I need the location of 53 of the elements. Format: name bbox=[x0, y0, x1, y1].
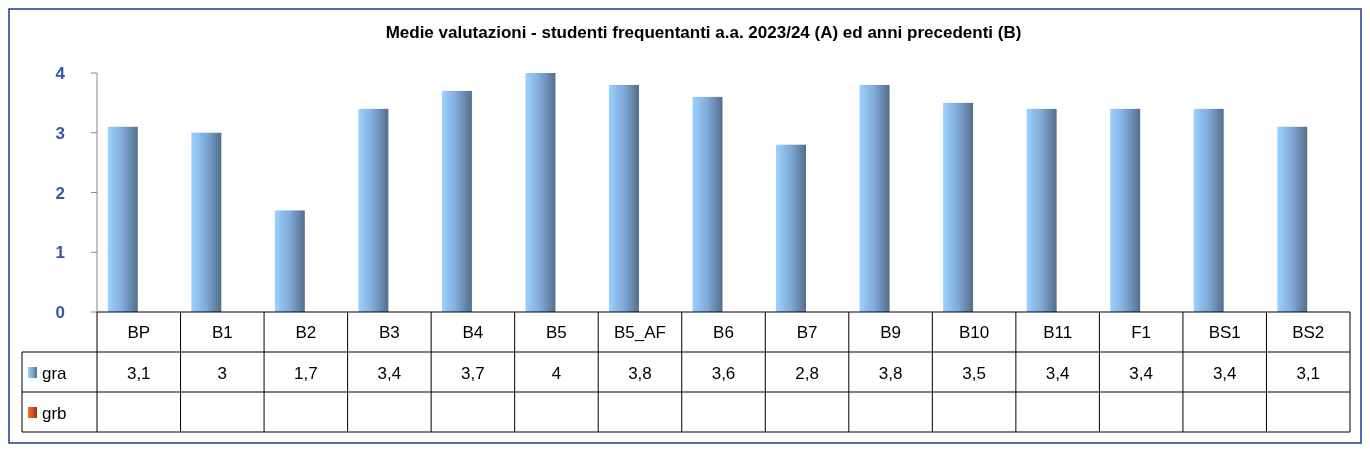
x-tick-label: B2 bbox=[295, 323, 317, 342]
bar bbox=[1026, 108, 1057, 312]
bar bbox=[525, 73, 556, 312]
y-tick-label: 1 bbox=[55, 243, 65, 263]
data-label: 3,8 bbox=[878, 364, 903, 383]
x-tick-label: B4 bbox=[462, 323, 484, 342]
bar bbox=[1110, 108, 1141, 312]
data-label: 1,7 bbox=[294, 364, 318, 383]
bar bbox=[191, 132, 222, 312]
data-label: 3,4 bbox=[1129, 364, 1153, 383]
data-label: 2,8 bbox=[795, 364, 819, 383]
y-tick-label: 2 bbox=[55, 183, 65, 203]
x-tick-label: B6 bbox=[713, 323, 734, 342]
chart-title: Medie valutazioni - studenti frequentanti a.a. 2023/24 (A) ed anni precedenti (B) bbox=[385, 23, 1022, 42]
data-label: 3,6 bbox=[711, 364, 736, 383]
data-label: 3,4 bbox=[1212, 364, 1237, 383]
legend-label: gra bbox=[42, 364, 68, 383]
x-tick-label: BS1 bbox=[1208, 323, 1241, 342]
x-tick-label: B7 bbox=[796, 323, 818, 342]
data-label: 3,8 bbox=[628, 364, 652, 383]
bar bbox=[1277, 126, 1308, 312]
x-tick-label: B5 bbox=[546, 323, 567, 342]
bar bbox=[943, 102, 974, 312]
bar bbox=[441, 90, 472, 312]
data-label: 3,7 bbox=[461, 364, 485, 383]
data-label: 3,1 bbox=[126, 364, 151, 383]
bar bbox=[107, 126, 138, 312]
x-tick-label: BP bbox=[127, 323, 151, 342]
y-tick-label: 4 bbox=[55, 64, 66, 83]
bar bbox=[1193, 108, 1224, 312]
bar bbox=[692, 96, 723, 312]
data-label: 3,4 bbox=[377, 364, 402, 383]
data-label: 3,1 bbox=[1296, 364, 1321, 383]
x-tick-label: B10 bbox=[958, 323, 990, 342]
x-tick-label: B9 bbox=[880, 323, 901, 342]
data-label: 3 bbox=[217, 364, 228, 383]
x-tick-label: B11 bbox=[1043, 323, 1073, 342]
x-tick-label: B5_AF bbox=[613, 323, 666, 342]
y-tick-label: 3 bbox=[55, 123, 65, 143]
data-label: 3,5 bbox=[962, 364, 986, 383]
bar bbox=[776, 144, 807, 312]
legend-label: grb bbox=[42, 404, 67, 423]
bar bbox=[274, 210, 305, 312]
y-tick-label: 0 bbox=[55, 303, 65, 322]
bar bbox=[358, 108, 389, 312]
data-label: 4 bbox=[551, 364, 562, 383]
x-tick-label: B3 bbox=[378, 323, 400, 342]
x-tick-label: F1 bbox=[1131, 323, 1152, 342]
x-tick-label: BS2 bbox=[1292, 323, 1325, 342]
bar bbox=[608, 84, 639, 312]
data-label: 3,4 bbox=[1045, 364, 1070, 383]
bar bbox=[859, 84, 890, 312]
x-tick-label: B1 bbox=[211, 323, 233, 342]
